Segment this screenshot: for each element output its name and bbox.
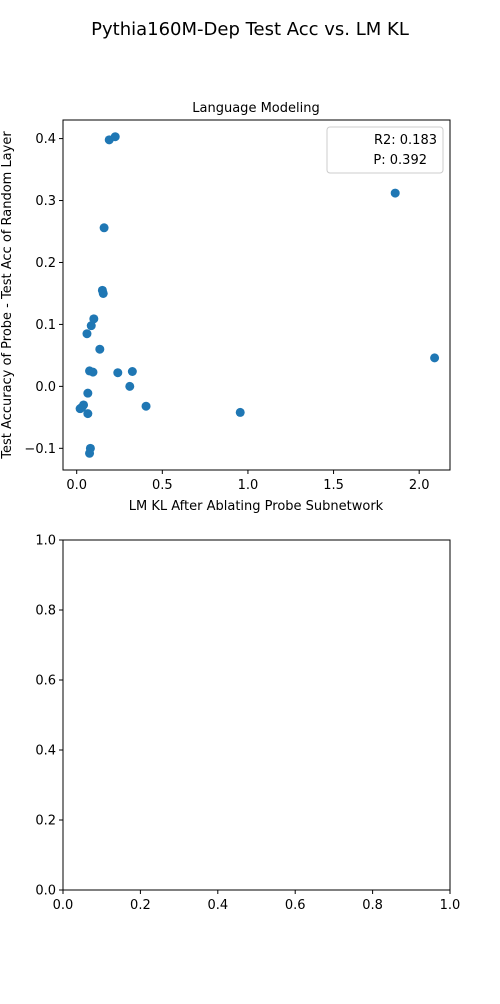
scatter-point bbox=[83, 409, 93, 419]
y-tick-label: 0.2 bbox=[35, 814, 56, 829]
y-tick-label: 1.0 bbox=[35, 534, 56, 549]
y-tick-label: 0.0 bbox=[35, 380, 56, 395]
y-tick-label: −0.1 bbox=[24, 442, 56, 457]
y-axis-label: Test Accuracy of Probe - Test Acc of Ran… bbox=[0, 131, 15, 460]
scatter-point bbox=[141, 401, 151, 411]
legend-box bbox=[326, 126, 444, 174]
scatter-point bbox=[110, 132, 120, 142]
x-tick-label: 2.0 bbox=[409, 478, 430, 493]
scatter-point bbox=[113, 368, 123, 378]
x-axis-label: LM KL After Ablating Probe Subnetwork bbox=[129, 499, 384, 514]
scatter-point bbox=[77, 402, 87, 412]
scatter-point bbox=[235, 407, 245, 417]
y-tick-label: 0.0 bbox=[35, 884, 56, 899]
x-tick-label: 1.5 bbox=[323, 478, 344, 493]
y-tick-label: 0.4 bbox=[35, 132, 56, 147]
x-tick-label: 0.4 bbox=[207, 898, 228, 913]
plot-area bbox=[62, 119, 451, 471]
plot-area bbox=[62, 539, 451, 891]
scatter-point bbox=[95, 344, 105, 354]
scatter-point bbox=[390, 188, 400, 198]
y-tick-label: 0.4 bbox=[35, 744, 56, 759]
x-axis-ticks: 0.0 0.2 0.4 0.6 0.8 1.0 bbox=[53, 890, 461, 913]
y-tick-label: 0.8 bbox=[35, 604, 56, 619]
legend: R2: 0.183 P: 0.392 bbox=[326, 126, 444, 174]
y-tick-label: 0.3 bbox=[35, 194, 56, 209]
subplot-title: Language Modeling bbox=[192, 101, 319, 116]
legend-entry-r2: R2: 0.183 bbox=[374, 133, 437, 148]
scatter-point bbox=[82, 329, 92, 339]
x-tick-label: 0.6 bbox=[285, 898, 306, 913]
scatter-point bbox=[86, 321, 96, 331]
y-tick-label: 0.2 bbox=[35, 256, 56, 271]
scatter-point bbox=[99, 223, 109, 233]
x-tick-label: 1.0 bbox=[440, 898, 461, 913]
subplot-language-modeling: Language Modeling 0.0 0.5 1.0 1.5 2.0 −0.1 0.… bbox=[0, 101, 451, 514]
y-axis-ticks: −0.1 0.0 0.1 0.2 0.3 0.4 bbox=[24, 132, 63, 457]
y-axis-ticks: 0.0 0.2 0.4 0.6 0.8 1.0 bbox=[35, 534, 63, 899]
scatter-point bbox=[83, 388, 93, 398]
x-tick-label: 0.5 bbox=[152, 478, 173, 493]
legend-entry-p: P: 0.392 bbox=[373, 153, 427, 168]
x-tick-label: 1.0 bbox=[238, 478, 259, 493]
scatter-point bbox=[88, 367, 98, 377]
scatter-point bbox=[127, 367, 137, 377]
subplot-empty: 0.0 0.2 0.4 0.6 0.8 1.0 0.0 0.2 0.4 0.6 0.8 1.0 bbox=[35, 534, 460, 914]
scatter-point bbox=[85, 448, 95, 458]
x-tick-label: 0.2 bbox=[130, 898, 151, 913]
scatter-point bbox=[125, 381, 135, 391]
x-tick-label: 0.8 bbox=[362, 898, 383, 913]
scatter-points bbox=[75, 132, 440, 458]
scatter-point bbox=[430, 353, 440, 363]
figure-title: Pythia160M-Dep Test Acc vs. LM KL bbox=[91, 19, 409, 40]
y-tick-label: 0.6 bbox=[35, 674, 56, 689]
x-tick-label: 0.0 bbox=[53, 898, 74, 913]
scatter-point bbox=[89, 314, 99, 324]
x-tick-label: 0.0 bbox=[66, 478, 87, 493]
scatter-point bbox=[98, 288, 108, 298]
y-tick-label: 0.1 bbox=[35, 318, 56, 333]
x-axis-ticks: 0.0 0.5 1.0 1.5 2.0 bbox=[66, 470, 430, 493]
